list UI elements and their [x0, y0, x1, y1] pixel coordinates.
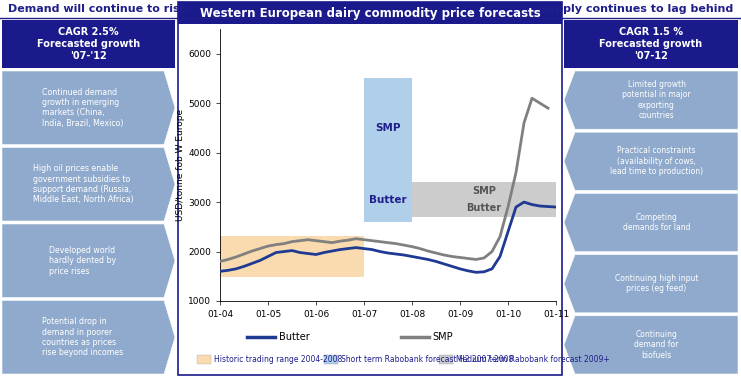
Bar	[2, 20, 175, 68]
Bar	[324, 355, 338, 364]
Polygon shape	[564, 254, 738, 313]
Text: Historic trading range 2004-2008: Historic trading range 2004-2008	[214, 355, 342, 364]
Polygon shape	[2, 147, 175, 221]
Text: SMP: SMP	[472, 186, 496, 196]
Text: Western European dairy commodity price forecasts: Western European dairy commodity price f…	[199, 6, 540, 20]
Text: CAGR 2.5%
Forecasted growth
'07-'12: CAGR 2.5% Forecasted growth '07-'12	[37, 27, 140, 61]
Polygon shape	[2, 224, 175, 297]
Text: Butter: Butter	[279, 331, 310, 342]
Polygon shape	[564, 71, 738, 129]
Y-axis label: USD/tonne fob W Europe: USD/tonne fob W Europe	[176, 109, 185, 221]
Bar	[364, 177, 412, 222]
Text: Short term Rabobank forecast H2 2007-2008: Short term Rabobank forecast H2 2007-200…	[341, 355, 514, 364]
Text: CAGR 1.5 %
Forecasted growth
'07-12: CAGR 1.5 % Forecasted growth '07-12	[599, 27, 702, 61]
Bar	[197, 355, 211, 364]
Polygon shape	[2, 71, 175, 144]
Text: Continuing
demand for
biofuels: Continuing demand for biofuels	[634, 330, 679, 360]
Text: Potential drop in
demand in poorer
countries as prices
rise beyond incomes: Potential drop in demand in poorer count…	[42, 317, 124, 357]
Text: Butter: Butter	[466, 203, 502, 213]
Text: SMP: SMP	[375, 123, 401, 133]
Text: SMP: SMP	[433, 331, 453, 342]
Text: Practical constraints
(availability of cows,
lead time to production): Practical constraints (availability of c…	[610, 146, 703, 176]
Polygon shape	[564, 316, 738, 374]
Text: High oil prices enable
government subsidies to
support demand (Russia,
Middle Ea: High oil prices enable government subsid…	[33, 164, 133, 204]
Bar	[412, 199, 556, 217]
Bar	[178, 2, 562, 375]
Text: Developed world
hardly dented by
price rises: Developed world hardly dented by price r…	[50, 246, 116, 276]
Bar	[178, 2, 562, 24]
Polygon shape	[564, 193, 738, 251]
Polygon shape	[2, 300, 175, 374]
Text: Competing
demands for land: Competing demands for land	[622, 213, 691, 232]
Text: ...supply continues to lag behind: ...supply continues to lag behind	[528, 4, 733, 14]
Bar	[439, 355, 453, 364]
Text: Medium term Rabobank forecast 2009+: Medium term Rabobank forecast 2009+	[456, 355, 610, 364]
Text: Limited growth
potential in major
exporting
countries: Limited growth potential in major export…	[622, 80, 691, 120]
Polygon shape	[564, 132, 738, 190]
Bar	[364, 78, 412, 177]
Text: Continued demand
growth in emerging
markets (China,
India, Brazil, Mexico): Continued demand growth in emerging mark…	[42, 87, 124, 128]
Bar	[220, 236, 364, 277]
Text: Butter: Butter	[369, 195, 407, 205]
Bar	[564, 20, 738, 68]
Bar	[412, 182, 556, 199]
Text: Demand will continue to rise.....: Demand will continue to rise.....	[8, 4, 208, 14]
Text: Continuing high input
prices (eg feed): Continuing high input prices (eg feed)	[615, 274, 698, 293]
